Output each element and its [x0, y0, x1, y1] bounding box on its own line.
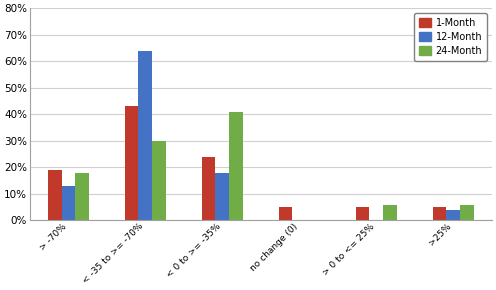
Bar	[48, 170, 62, 220]
Bar	[124, 106, 138, 220]
Bar	[446, 210, 460, 220]
Bar	[201, 157, 215, 220]
Bar	[460, 204, 474, 220]
Bar	[383, 204, 397, 220]
Bar	[356, 207, 370, 220]
Bar	[215, 173, 229, 220]
Bar	[279, 207, 293, 220]
Bar	[152, 141, 166, 220]
Bar	[75, 173, 89, 220]
Bar	[433, 207, 446, 220]
Legend: 1-Month, 12-Month, 24-Month: 1-Month, 12-Month, 24-Month	[414, 13, 487, 61]
Bar	[229, 112, 243, 220]
Bar	[138, 51, 152, 220]
Bar	[62, 186, 75, 220]
